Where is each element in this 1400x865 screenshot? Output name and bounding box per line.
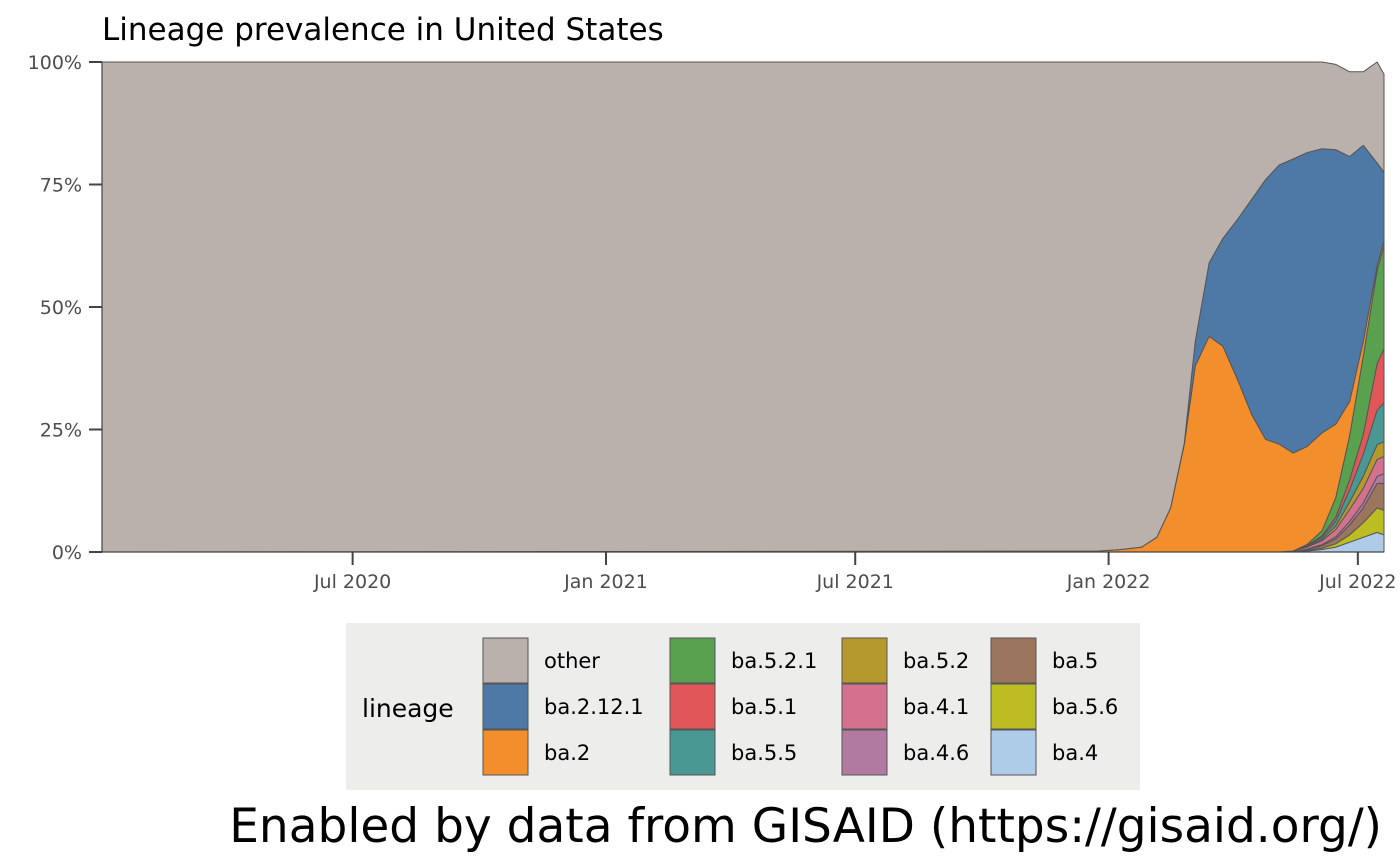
axes: 0% 25% 50% 75% 100% Jul 2020 Jan 2021 Jul 2021 J… <box>28 52 1397 593</box>
y-tick-label: 25% <box>40 420 82 442</box>
legend-key <box>482 683 529 730</box>
x-tick-label: Jan 2021 <box>563 571 648 593</box>
legend-label: ba.5.1 <box>731 695 797 719</box>
legend-title: lineage <box>362 694 454 723</box>
y-tick-label: 75% <box>40 175 82 197</box>
legend-label: ba.5.2.1 <box>731 649 817 673</box>
chart-title: Lineage prevalence in United States <box>102 12 664 48</box>
x-tick-label: Jul 2021 <box>816 571 894 593</box>
legend-key <box>669 729 716 776</box>
legend-label: ba.2 <box>544 741 590 765</box>
legend-key <box>841 637 888 684</box>
x-tick-label: Jul 2020 <box>313 571 391 593</box>
legend-label: ba.4.1 <box>903 695 969 719</box>
legend-label: ba.5.2 <box>903 649 969 673</box>
plot-areas <box>101 61 1385 553</box>
legend: lineage other ba.2.12.1 ba.2 ba.5.2.1 ba.5.1 b… <box>346 623 1140 790</box>
legend-label: ba.5.5 <box>731 741 797 765</box>
legend-label: ba.4 <box>1052 741 1098 765</box>
legend-key <box>482 637 529 684</box>
x-tick-label: Jul 2022 <box>1318 571 1396 593</box>
y-tick-label: 0% <box>52 542 82 564</box>
legend-key <box>841 683 888 730</box>
y-tick-label: 50% <box>40 297 82 319</box>
legend-key <box>990 729 1037 776</box>
legend-key <box>482 729 529 776</box>
legend-key <box>990 683 1037 730</box>
legend-key <box>841 729 888 776</box>
legend-label: ba.5.6 <box>1052 695 1118 719</box>
legend-label: other <box>544 649 600 673</box>
legend-key <box>669 637 716 684</box>
legend-key <box>990 637 1037 684</box>
legend-label: ba.5 <box>1052 649 1098 673</box>
y-tick-label: 100% <box>28 52 82 74</box>
legend-label: ba.2.12.1 <box>544 695 644 719</box>
caption: Enabled by data from GISAID (https://gis… <box>229 799 1382 854</box>
legend-label: ba.4.6 <box>903 741 969 765</box>
legend-key <box>669 683 716 730</box>
area-other <box>101 61 1385 553</box>
x-tick-label: Jan 2022 <box>1066 571 1151 593</box>
